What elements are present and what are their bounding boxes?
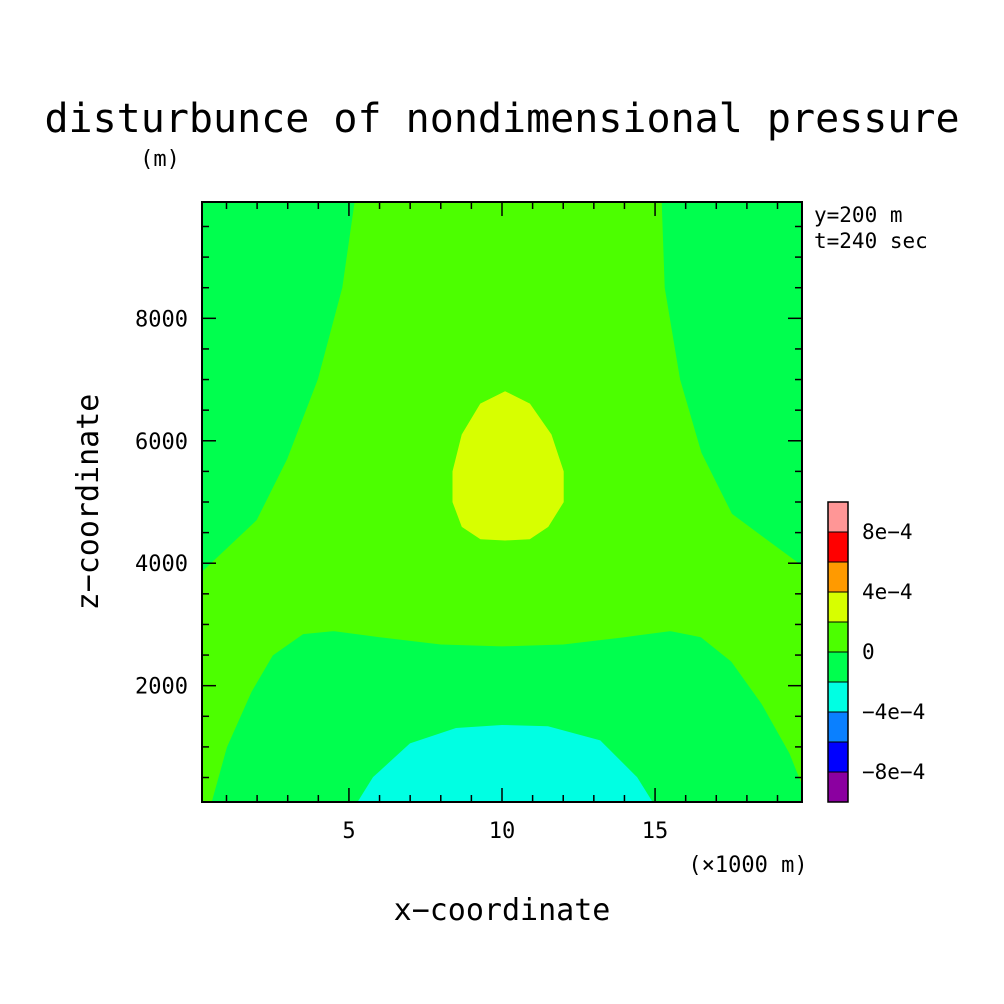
- colorbar-swatch: [828, 682, 848, 712]
- y-axis-label: z−coordinate: [71, 394, 106, 611]
- y-tick-label: 8000: [135, 307, 188, 332]
- plot-area: [201, 201, 803, 803]
- x-tick-label: 5: [342, 819, 355, 844]
- colorbar-swatch: [828, 502, 848, 532]
- plot-frame: [201, 201, 803, 803]
- x-tick-label: 15: [642, 819, 669, 844]
- colorbar-swatch: [828, 742, 848, 772]
- x-unit-label: (×1000 m): [688, 853, 807, 878]
- annotation-t: t=240 sec: [814, 229, 928, 253]
- colorbar-labels: −8e−4 −4e−4 0 4e−4 8e−4: [862, 520, 925, 784]
- colorbar-tick-label: −8e−4: [862, 760, 925, 784]
- colorbar-tick-label: 4e−4: [862, 580, 913, 604]
- x-tick-label: 10: [489, 819, 516, 844]
- colorbar-swatch: [828, 772, 848, 802]
- y-tick-labels: 2000 4000 6000 8000: [135, 307, 188, 699]
- colorbar-swatch: [828, 562, 848, 592]
- contour-region-4: [452, 391, 564, 541]
- y-tick-label: 2000: [135, 675, 188, 700]
- colorbar-tick-label: −4e−4: [862, 700, 925, 724]
- contour-regions: [202, 202, 802, 802]
- chart-title: disturbunce of nondimensional pressure: [44, 96, 959, 142]
- y-tick-label: 4000: [135, 552, 188, 577]
- colorbar-tick-label: 0: [862, 640, 875, 664]
- axis-ticks: [202, 202, 802, 802]
- annotation-y: y=200 m: [814, 203, 903, 227]
- x-tick-labels: 5 10 15: [342, 819, 668, 844]
- colorbar-swatch: [828, 622, 848, 652]
- colorbar-swatch: [828, 592, 848, 622]
- colorbar-tick-label: 8e−4: [862, 520, 913, 544]
- y-tick-label: 6000: [135, 430, 188, 455]
- colorbar-swatch: [828, 712, 848, 742]
- contour-region-3: [357, 724, 653, 802]
- colorbar: [827, 501, 849, 803]
- y-unit-label: (m): [140, 147, 180, 172]
- colorbar-swatch: [828, 532, 848, 562]
- colorbar-swatch: [828, 652, 848, 682]
- x-axis-label: x−coordinate: [394, 893, 611, 928]
